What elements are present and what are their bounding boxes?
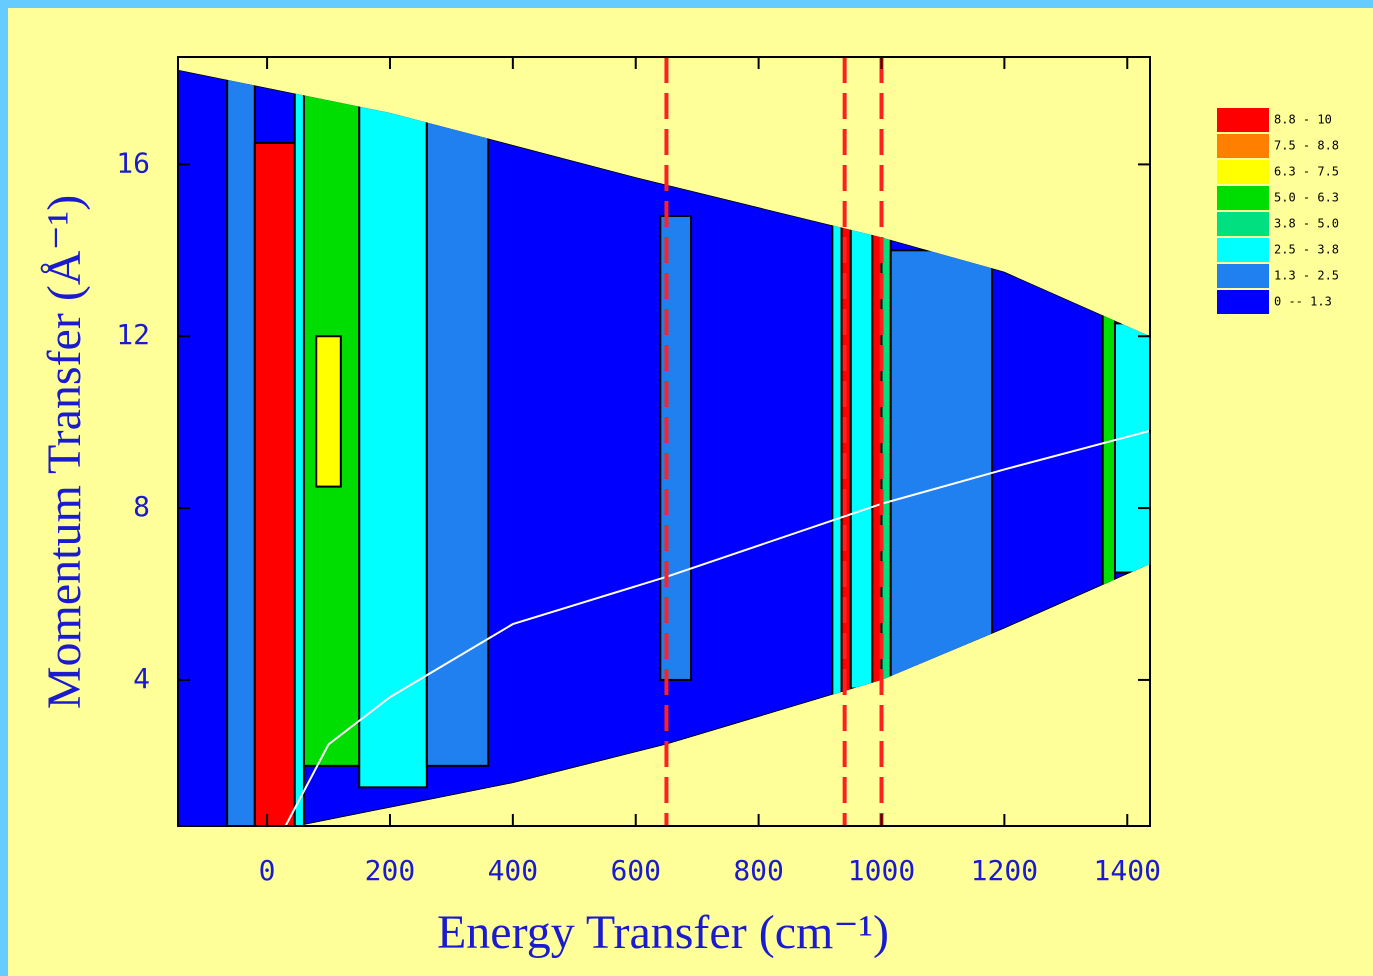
x-tick-label: 600	[610, 854, 661, 887]
legend-swatch	[1217, 186, 1269, 210]
contour-region	[889, 249, 994, 681]
y-tick-label: 12	[116, 318, 150, 351]
legend-label: 5.0 - 6.3	[1274, 191, 1339, 205]
legend-swatch	[1217, 238, 1269, 262]
y-tick-label: 8	[133, 490, 150, 523]
x-tick-label: 1200	[971, 854, 1038, 887]
contour-region	[315, 335, 342, 488]
legend-label: 6.3 - 7.5	[1274, 165, 1339, 179]
legend-swatch	[1217, 290, 1269, 314]
contour-region	[1113, 322, 1150, 574]
legend-label: 3.8 - 5.0	[1274, 217, 1339, 231]
y-tick-label: 4	[133, 662, 150, 695]
contour-region	[253, 141, 296, 827]
legend-swatch	[1217, 160, 1269, 184]
legend-label: 2.5 - 3.8	[1274, 243, 1339, 257]
legend-swatch	[1217, 264, 1269, 288]
legend-label: 8.8 - 10	[1274, 113, 1332, 127]
x-tick-label: 200	[365, 854, 416, 887]
y-axis-label: Momentum Transfer (Å⁻¹)	[38, 195, 91, 709]
plot-frame	[177, 56, 1151, 827]
contour-region	[293, 77, 305, 827]
x-tick-label: 1000	[848, 854, 915, 887]
legend-label: 1.3 - 2.5	[1274, 269, 1339, 283]
legend-swatch	[1217, 134, 1269, 158]
contour-region	[1101, 309, 1116, 596]
x-tick-label: 1400	[1094, 854, 1161, 887]
legend-swatch	[1217, 108, 1269, 132]
contour-region	[849, 227, 874, 690]
x-axis-label: Energy Transfer (cm⁻¹)	[437, 906, 889, 959]
x-tick-label: 800	[733, 854, 784, 887]
contour-region	[358, 98, 428, 789]
y-tick-label: 16	[116, 146, 150, 179]
kinematic-curve	[284, 429, 1151, 827]
contour-region	[831, 214, 843, 703]
contour-area	[178, 69, 1150, 827]
legend-label: 0 -- 1.3	[1274, 295, 1332, 309]
legend-label: 7.5 - 8.8	[1274, 139, 1339, 153]
x-tick-label: 0	[259, 854, 276, 887]
legend-swatch	[1217, 212, 1269, 236]
x-tick-label: 400	[488, 854, 539, 887]
contour-region	[226, 69, 256, 827]
contour-region	[425, 120, 490, 767]
